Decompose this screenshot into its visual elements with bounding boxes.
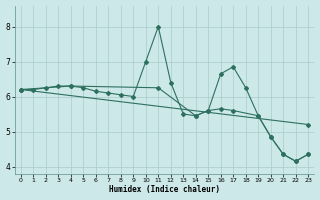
- X-axis label: Humidex (Indice chaleur): Humidex (Indice chaleur): [109, 185, 220, 194]
